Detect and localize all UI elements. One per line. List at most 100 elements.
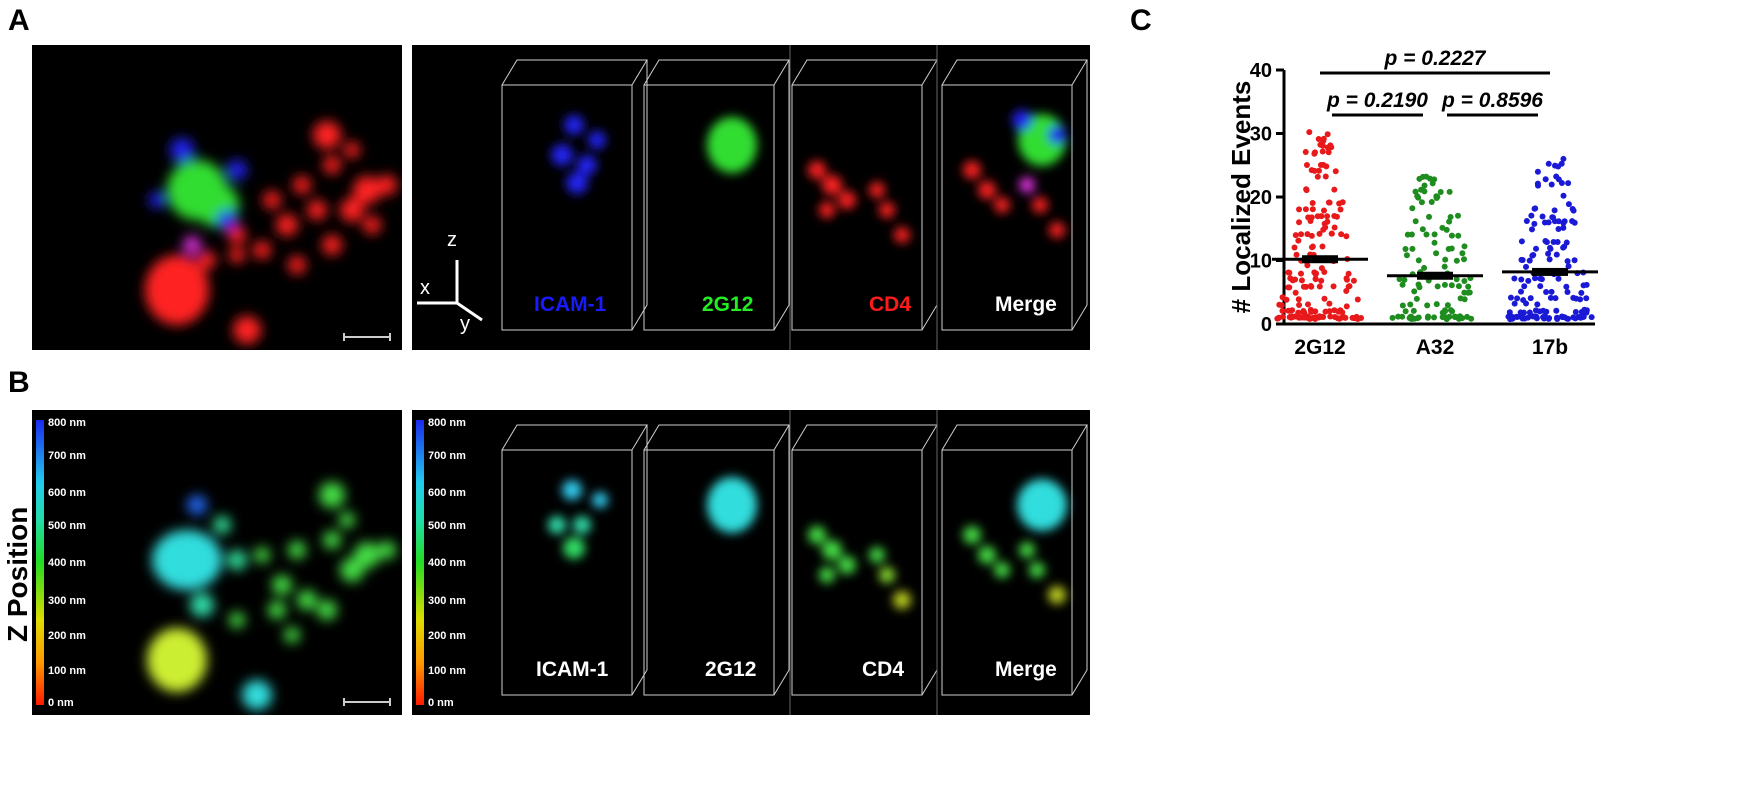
data-point bbox=[1292, 232, 1299, 239]
data-point bbox=[1402, 245, 1409, 252]
data-point bbox=[1309, 200, 1316, 207]
data-point bbox=[1441, 263, 1448, 270]
panel-a-3d-svg bbox=[417, 45, 1088, 350]
data-point bbox=[1527, 295, 1534, 302]
data-point bbox=[1297, 314, 1304, 321]
data-point bbox=[1552, 295, 1559, 302]
data-point bbox=[1399, 281, 1406, 288]
data-point bbox=[1307, 217, 1314, 224]
data-point bbox=[1424, 302, 1431, 309]
data-point bbox=[1581, 306, 1588, 313]
data-point bbox=[1342, 314, 1349, 321]
data-point bbox=[1521, 283, 1528, 290]
data-point bbox=[1564, 258, 1571, 265]
data-point bbox=[1571, 257, 1578, 264]
localized-events-chart: 0 10 20 30 40# Localized Events 2G12 A32 17b p =… bbox=[1226, 47, 1598, 359]
data-point bbox=[1303, 187, 1310, 194]
data-point bbox=[1302, 283, 1309, 290]
colorbar-tick: 800 nm bbox=[48, 417, 86, 429]
p-value-label: p = 0.8596 bbox=[1441, 89, 1543, 112]
data-point bbox=[1533, 315, 1540, 322]
data-point bbox=[1565, 201, 1572, 208]
data-point bbox=[1529, 252, 1536, 259]
data-point bbox=[1437, 189, 1444, 196]
panel-letter-b: B bbox=[8, 366, 30, 399]
axis-label-x: x bbox=[420, 277, 430, 299]
data-point bbox=[1518, 288, 1525, 295]
data-point bbox=[1523, 217, 1530, 224]
data-point bbox=[1399, 313, 1406, 320]
data-point bbox=[1454, 212, 1461, 219]
data-point bbox=[1331, 224, 1338, 231]
panel-b-depth-image: 800 nm 700 nm 600 nm 500 nm 400 nm 300 n… bbox=[32, 410, 402, 715]
data-point bbox=[1327, 142, 1334, 149]
data-point bbox=[1546, 256, 1553, 263]
data-point bbox=[1302, 206, 1309, 213]
colorbar-tick: 500 nm bbox=[48, 520, 86, 532]
data-point bbox=[1309, 244, 1316, 251]
sem-bar bbox=[1532, 267, 1568, 276]
box-label-cd4: CD4 bbox=[869, 293, 912, 316]
data-point bbox=[1542, 237, 1549, 244]
data-point bbox=[1563, 239, 1570, 246]
data-point bbox=[1301, 309, 1308, 316]
legend-2g12: 2G12 bbox=[52, 117, 104, 140]
data-point bbox=[1311, 150, 1318, 157]
data-point bbox=[1319, 142, 1326, 149]
data-point bbox=[1453, 314, 1460, 321]
panel-b-3d-svg bbox=[416, 410, 1088, 715]
box-wireframes bbox=[501, 45, 1088, 350]
data-point bbox=[1316, 230, 1323, 237]
sem-bar bbox=[1302, 255, 1338, 264]
data-point bbox=[1554, 316, 1561, 323]
data-point bbox=[1419, 173, 1426, 180]
data-point bbox=[1409, 205, 1416, 212]
data-point bbox=[1439, 224, 1446, 231]
box-wireframes bbox=[501, 410, 1088, 715]
data-point bbox=[1289, 307, 1296, 314]
panel-a-overlay-image: ICAM-1 CD4 2G12 bbox=[32, 45, 402, 350]
data-point bbox=[1457, 295, 1464, 302]
data-point bbox=[1555, 225, 1562, 232]
data-point bbox=[1532, 275, 1539, 282]
y-tick-label: 20 bbox=[1250, 187, 1272, 209]
colorbar-tick: 200 nm bbox=[48, 630, 86, 642]
data-point bbox=[1332, 168, 1339, 175]
data-point bbox=[1518, 276, 1525, 283]
data-point bbox=[1315, 136, 1322, 143]
data-point bbox=[1327, 313, 1334, 320]
data-point bbox=[1337, 206, 1344, 213]
axis-label-z: z bbox=[447, 229, 457, 251]
data-point bbox=[1466, 289, 1473, 296]
data-point bbox=[1431, 231, 1438, 238]
data-point bbox=[1528, 226, 1535, 233]
data-point bbox=[1308, 232, 1315, 239]
data-point bbox=[1539, 213, 1546, 220]
data-point bbox=[1412, 218, 1419, 225]
colorbar-tick: 0 nm bbox=[428, 697, 454, 709]
data-point bbox=[1296, 302, 1303, 309]
data-point bbox=[1296, 219, 1303, 226]
colorbar-tick: 600 nm bbox=[48, 487, 86, 499]
data-point bbox=[1427, 175, 1434, 182]
data-point bbox=[1415, 194, 1422, 201]
data-point bbox=[1319, 243, 1326, 250]
y-tick-label: 40 bbox=[1250, 60, 1272, 82]
data-point bbox=[1418, 199, 1425, 206]
data-point bbox=[1324, 213, 1331, 220]
y-tick-label: 0 bbox=[1261, 314, 1272, 336]
data-point bbox=[1298, 277, 1305, 284]
data-point bbox=[1331, 314, 1338, 321]
data-point bbox=[1305, 301, 1312, 308]
data-point bbox=[1308, 283, 1315, 290]
colorbar-tick: 800 nm bbox=[428, 417, 466, 429]
data-point bbox=[1444, 302, 1451, 309]
data-point bbox=[1564, 288, 1571, 295]
data-point bbox=[1309, 206, 1316, 213]
p-value-label: p = 0.2227 bbox=[1384, 47, 1487, 70]
data-point bbox=[1338, 231, 1345, 238]
data-point bbox=[1279, 307, 1286, 314]
data-point bbox=[1545, 250, 1552, 257]
box-label-2g12: 2G12 bbox=[705, 658, 757, 681]
y-tick-label: 30 bbox=[1250, 124, 1272, 146]
